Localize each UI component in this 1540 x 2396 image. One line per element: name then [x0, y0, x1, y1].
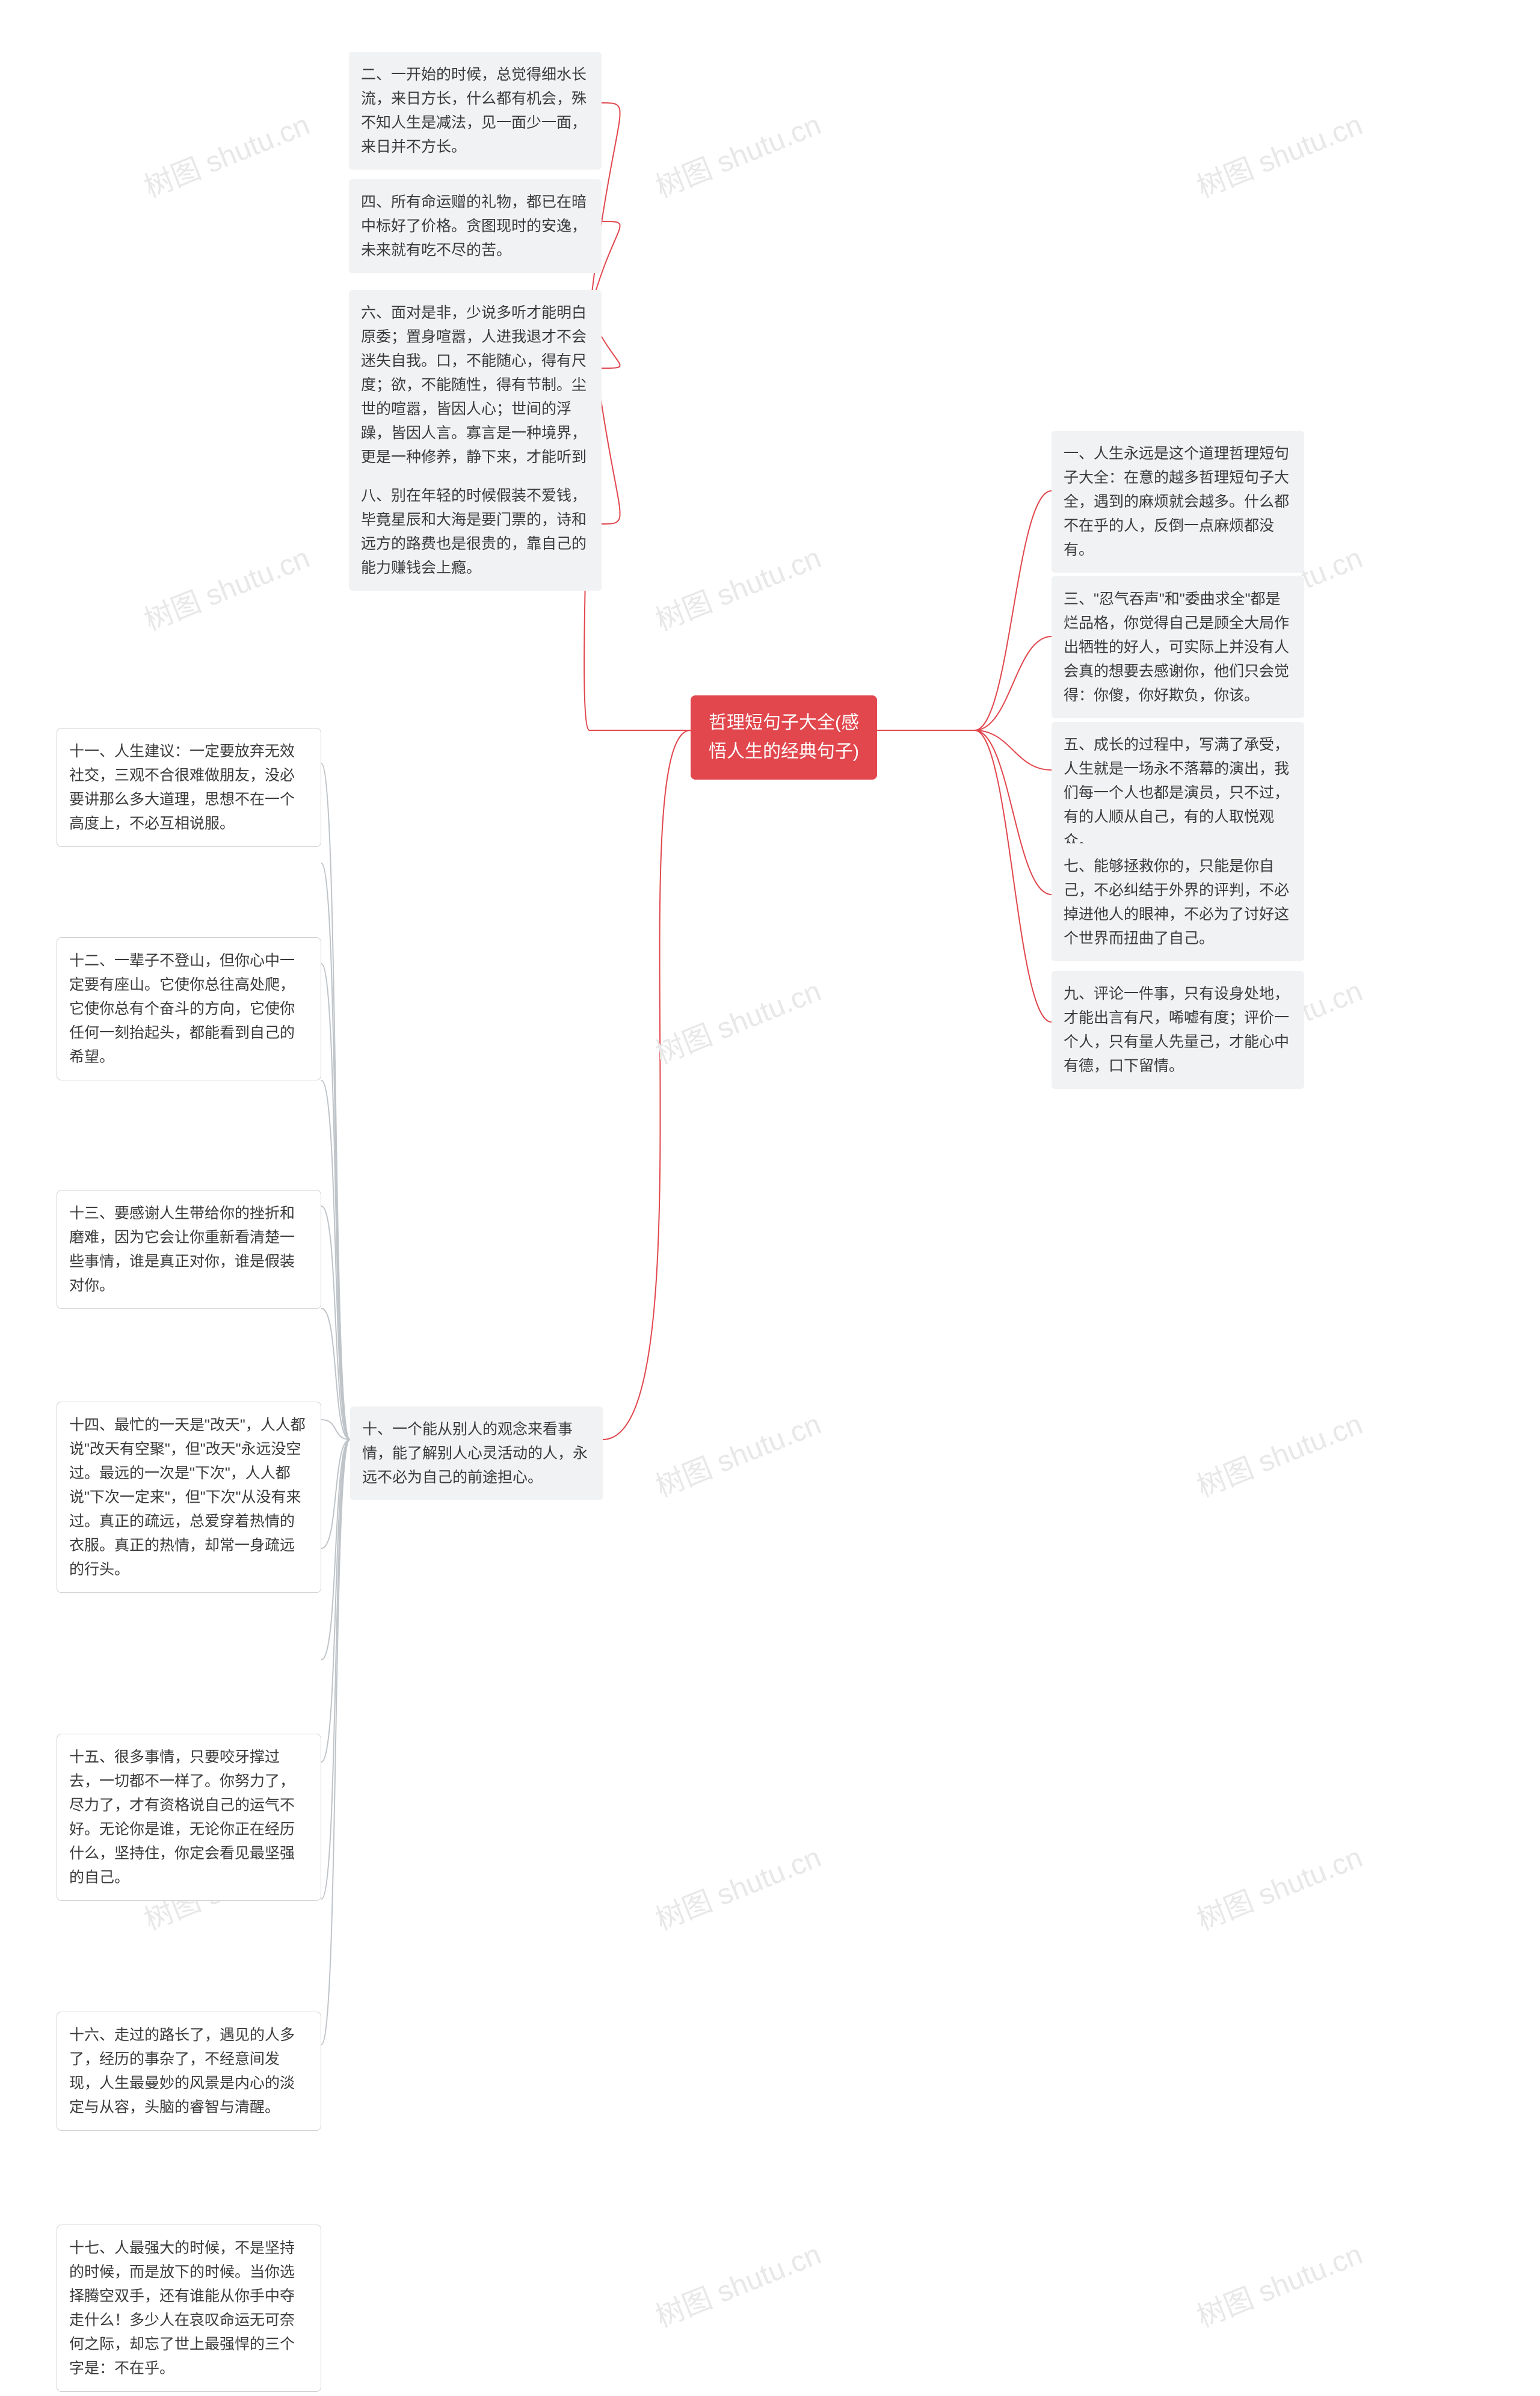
right-node-r3: 三、"忍气吞声"和"委曲求全"都是烂品格，你觉得自己是顾全大局作出牺牲的好人，可…	[1052, 576, 1304, 718]
child-node-c13: 十三、要感谢人生带给你的挫折和磨难，因为它会让你重新看清楚一些事情，谁是真正对你…	[57, 1190, 321, 1309]
watermark: 树图 shutu.cn	[1189, 2231, 1367, 2335]
watermark: 树图 shutu.cn	[137, 534, 315, 639]
watermark: 树图 shutu.cn	[1189, 1400, 1367, 1505]
topleft-node-t4: 四、所有命运赠的礼物，都已在暗中标好了价格。贪图现时的安逸，未来就有吃不尽的苦。	[349, 179, 602, 273]
watermark: 树图 shutu.cn	[648, 1400, 826, 1505]
topleft-node-t6: 六、面对是非，少说多听才能明白原委；置身喧嚣，人进我退才不会迷失自我。口，不能随…	[349, 290, 602, 504]
watermark: 树图 shutu.cn	[1189, 101, 1367, 206]
watermark: 树图 shutu.cn	[648, 534, 826, 639]
watermark: 树图 shutu.cn	[648, 2231, 826, 2335]
midleft-node-m10: 十、一个能从别人的观念来看事情，能了解别人心灵活动的人，永远不必为自己的前途担心…	[350, 1406, 603, 1500]
watermark: 树图 shutu.cn	[648, 101, 826, 206]
right-node-r7: 七、能够拯救你的，只能是你自己，不必纠结于外界的评判，不必掉进他人的眼神，不必为…	[1052, 843, 1304, 961]
child-node-c14: 十四、最忙的一天是"改天"，人人都说"改天有空聚"，但"改天"永远没空过。最远的…	[57, 1402, 321, 1593]
child-node-c16: 十六、走过的路长了，遇见的人多了，经历的事杂了，不经意间发现，人生最曼妙的风景是…	[57, 2012, 321, 2131]
watermark: 树图 shutu.cn	[137, 101, 315, 206]
right-node-r9: 九、评论一件事，只有设身处地，才能出言有尺，唏嘘有度；评价一个人，只有量人先量己…	[1052, 971, 1304, 1089]
watermark: 树图 shutu.cn	[648, 967, 826, 1072]
root-node: 哲理短句子大全(感悟人生的经典句子)	[691, 695, 877, 780]
watermark: 树图 shutu.cn	[648, 1834, 826, 1938]
right-node-r5: 五、成长的过程中，写满了承受，人生就是一场永不落幕的演出，我们每一个人也都是演员…	[1052, 722, 1304, 864]
child-node-c15: 十五、很多事情，只要咬牙撑过去，一切都不一样了。你努力了，尽力了，才有资格说自己…	[57, 1734, 321, 1901]
child-node-c11: 十一、人生建议：一定要放弃无效社交，三观不合很难做朋友，没必要讲那么多大道理，思…	[57, 728, 321, 847]
right-node-r1: 一、人生永远是这个道理哲理短句子大全：在意的越多哲理短句子大全，遇到的麻烦就会越…	[1052, 431, 1304, 573]
topleft-node-t2: 二、一开始的时候，总觉得细水长流，来日方长，什么都有机会，殊不知人生是减法，见一…	[349, 52, 602, 170]
topleft-node-t8: 八、别在年轻的时候假装不爱钱，毕竟星辰和大海是要门票的，诗和远方的路费也是很贵的…	[349, 473, 602, 591]
watermark: 树图 shutu.cn	[1189, 1834, 1367, 1938]
child-node-c12: 十二、一辈子不登山，但你心中一定要有座山。它使你总往高处爬，它使你总有个奋斗的方…	[57, 937, 321, 1080]
child-node-c17: 十七、人最强大的时候，不是坚持的时候，而是放下的时候。当你选择腾空双手，还有谁能…	[57, 2225, 321, 2392]
